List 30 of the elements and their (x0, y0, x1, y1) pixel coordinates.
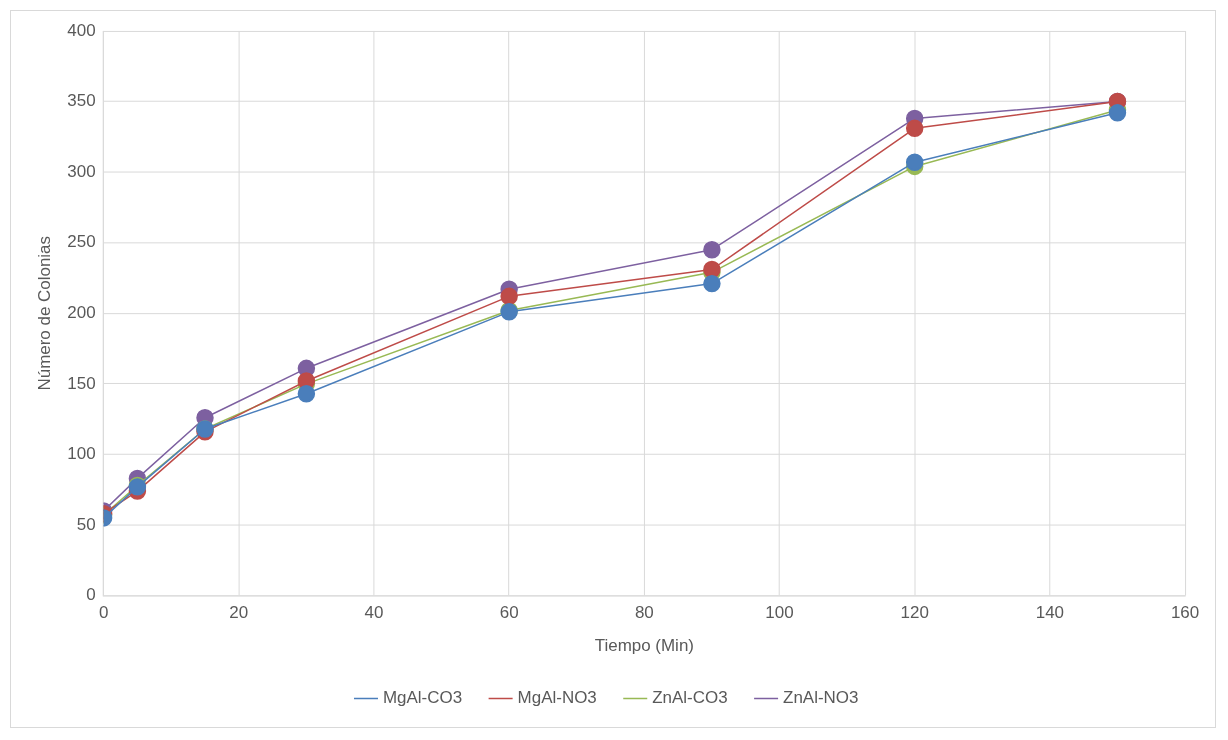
x-tick-label: 0 (98, 603, 109, 623)
x-tick-label: 60 (499, 603, 519, 623)
y-tick-label: 0 (86, 585, 96, 605)
point (297, 384, 316, 403)
legend-label: ZnAl-NO3 (783, 688, 859, 708)
legend-label: MgAl-CO3 (382, 688, 463, 708)
y-tick-label: 150 (67, 373, 96, 393)
point (905, 119, 924, 138)
point (703, 274, 721, 293)
x-tick-label: 40 (364, 603, 384, 623)
x-tick-label: 20 (229, 603, 249, 623)
legend-label: MgAl-NO3 (517, 688, 597, 708)
y-tick-label: 250 (67, 232, 96, 252)
y-tick-label: 200 (67, 302, 96, 322)
y-tick-label: 300 (67, 161, 96, 181)
legend-label: ZnAl-CO3 (652, 688, 728, 708)
point (703, 241, 721, 259)
y-tick-label: 100 (67, 444, 96, 464)
y-tick-label: 50 (76, 514, 96, 534)
x-tick-label: 80 (634, 603, 654, 623)
x-tick-label: 100 (765, 603, 794, 623)
x-axis-title: Tiempo (Min) (594, 635, 694, 655)
x-tick-label: 120 (900, 603, 929, 623)
y-axis-title: Número de Colonias (34, 236, 54, 391)
y-tick-label: 400 (67, 20, 96, 40)
point (905, 153, 924, 171)
point (500, 287, 518, 306)
x-tick-label: 160 (1170, 603, 1200, 623)
x-tick-label: 140 (1035, 603, 1065, 623)
y-tick-label: 350 (67, 91, 96, 111)
